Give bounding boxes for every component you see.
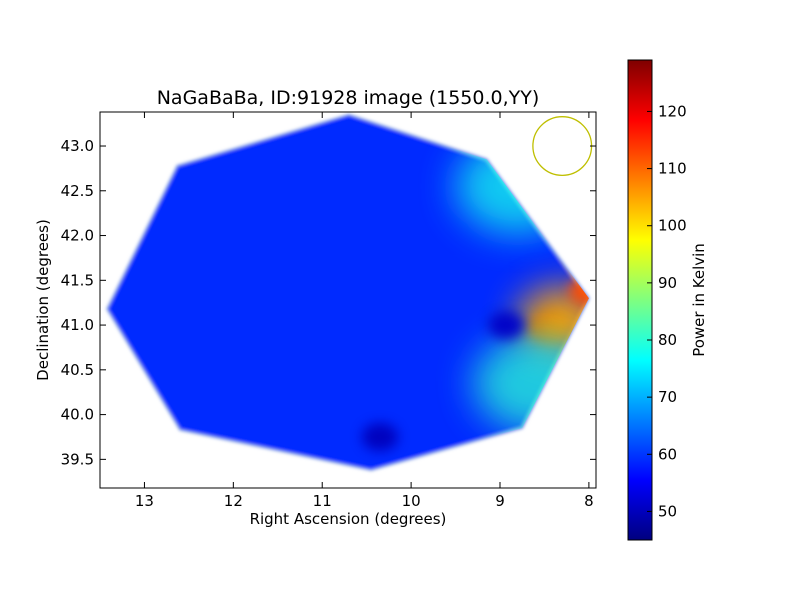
x-tick-label: 8 [584, 492, 594, 510]
y-axis-label: Declination (degrees) [34, 219, 52, 381]
colorbar-tick-label: 50 [658, 502, 677, 520]
chart-title: NaGaBaBa, ID:91928 image (1550.0,YY) [157, 87, 540, 109]
colorbar-ticks: 50 60 70 80 90 100 110 120 [647, 102, 687, 520]
feature-edge-hot [568, 277, 589, 306]
x-tick-label: 9 [495, 492, 505, 510]
feature-warm-region [473, 335, 589, 432]
colorbar-tick-label: 100 [658, 217, 687, 235]
x-tick-label: 13 [135, 492, 154, 510]
beam-circle [532, 116, 593, 177]
y-tick-label: 43.0 [61, 137, 94, 155]
colorbar-tick-label: 110 [658, 160, 687, 178]
image-area [105, 113, 593, 472]
x-tick-label: 11 [313, 492, 332, 510]
y-tick-label: 40.0 [61, 406, 94, 424]
colorbar-tick-label: 90 [658, 274, 677, 292]
y-tick-label: 42.0 [61, 227, 94, 245]
y-tick-label: 42.5 [61, 182, 94, 200]
y-tick-label: 39.5 [61, 450, 94, 468]
x-tick-label: 12 [224, 492, 243, 510]
y-tick-label: 41.0 [61, 316, 94, 334]
x-axis-label: Right Ascension (degrees) [250, 510, 447, 528]
colorbar-scale [627, 59, 653, 541]
y-tick-label: 40.5 [61, 361, 94, 379]
x-tick-label: 10 [402, 492, 421, 510]
colorbar: 50 60 70 80 90 100 110 120 Power in Kelvin [627, 59, 708, 541]
plot-frame [99, 111, 597, 489]
x-axis: 13 12 11 10 9 8 [135, 112, 594, 510]
colorbar-tick-label: 70 [658, 388, 677, 406]
colorbar-tick-label: 60 [658, 445, 677, 463]
feature-warm-region [455, 138, 581, 235]
colorbar-label: Power in Kelvin [690, 243, 708, 357]
feature-cold-spot [361, 422, 399, 451]
feature-cold-spot [488, 311, 525, 340]
colorbar-tick-label: 80 [658, 331, 677, 349]
colorbar-tick-label: 120 [658, 102, 687, 120]
y-tick-label: 41.5 [61, 271, 94, 289]
y-axis: 39.5 40.0 40.5 41.0 41.5 42.0 42.5 43.0 [61, 137, 596, 468]
